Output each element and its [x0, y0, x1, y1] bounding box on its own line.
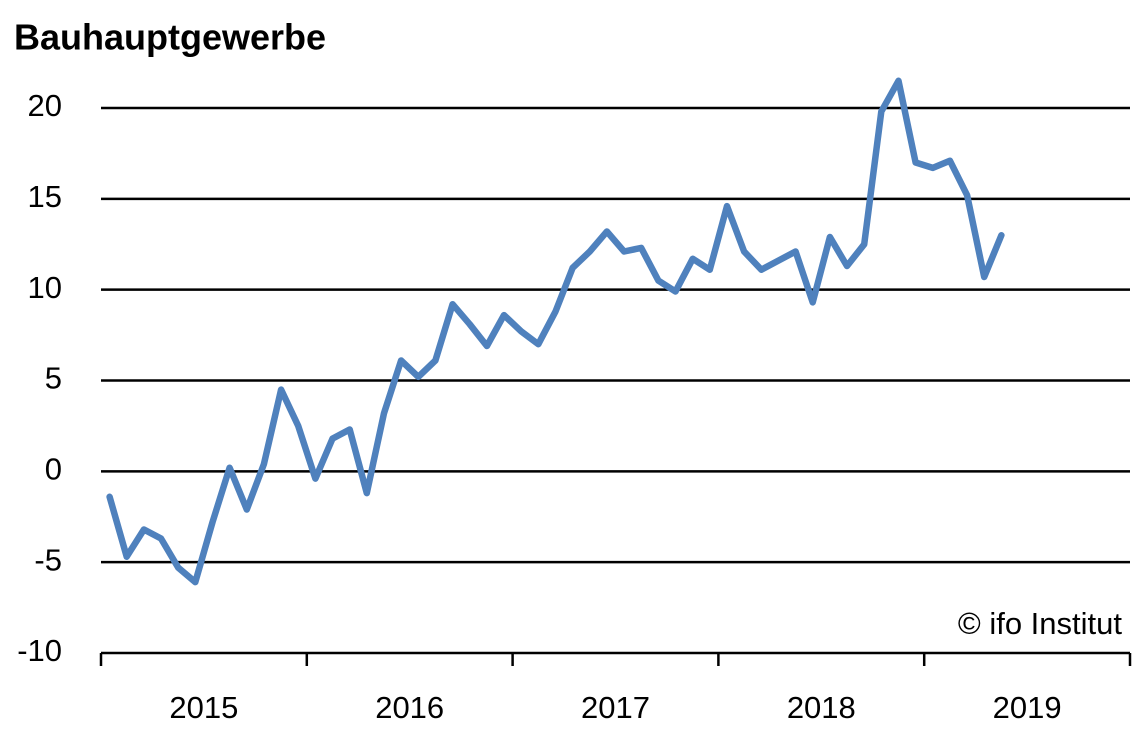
chart-title: Bauhauptgewerbe — [14, 17, 326, 58]
x-tick-label: 2015 — [169, 690, 238, 725]
y-tick-label: -10 — [17, 633, 62, 668]
data-line — [106, 77, 1005, 586]
y-tick-label: -5 — [34, 542, 62, 577]
y-tick-label: 0 — [45, 452, 62, 487]
y-tick-label: 20 — [28, 88, 62, 123]
y-tick-label: 5 — [45, 361, 62, 396]
y-tick-label: 15 — [28, 179, 62, 214]
x-tick-label: 2019 — [993, 690, 1062, 725]
x-tick-label: 2017 — [581, 690, 650, 725]
annotation: © ifo Institut — [958, 606, 1123, 641]
x-tick-label: 2016 — [375, 690, 444, 725]
y-tick-label: 10 — [28, 270, 62, 305]
x-tick-label: 2018 — [787, 690, 856, 725]
